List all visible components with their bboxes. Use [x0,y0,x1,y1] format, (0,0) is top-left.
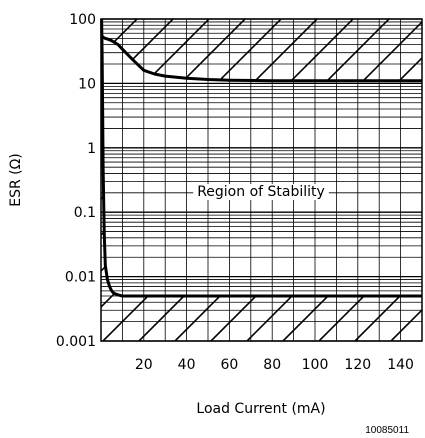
hatch-line [101,19,318,81]
x-tick-label: 100 [302,357,329,373]
y-tick-label: 1 [87,141,96,157]
hatch-unstable-high-esr [101,19,422,81]
x-tick-label: 40 [178,357,196,373]
hatch-line [174,117,422,341]
y-tick-label: 0.1 [74,205,96,221]
lower-esr-boundary-curve [100,18,422,298]
x-tick-label: 80 [263,357,281,373]
region-label-background [193,184,329,200]
hatch-line [102,19,422,81]
y-axis-title: ESR (Ω) [8,153,24,207]
y-tick-label: 10 [78,76,96,92]
hatch-line [138,19,422,81]
hatch-line [318,117,422,341]
y-tick-label: 100 [69,12,96,28]
plot-frame [100,18,423,342]
upper-esr-boundary-curve [100,34,422,83]
hatch-line [101,19,174,81]
hatch-line [210,19,422,81]
hatch-line [138,117,422,341]
hatch-line [390,117,422,341]
x-tick-label: 20 [135,357,153,373]
y-tick-labels: 0.001 0.01 0.1 1 10 100 [56,12,96,350]
x-tick-label: 140 [387,357,414,373]
y-tick-label: 0.001 [56,334,96,350]
hatch-line [210,117,422,341]
figure-reference-number: 10085011 [365,425,409,436]
x-tick-label: 60 [220,357,238,373]
x-tick-label: 120 [344,357,371,373]
x-axis-title: Load Current (mA) [196,401,325,417]
major-grid [101,18,422,342]
hatch-line [354,117,422,341]
region-of-stability-label: Region of Stability [197,184,325,200]
hatch-line [101,19,246,81]
boundary-curves [100,18,422,298]
x-tick-labels: 20 40 60 80 100 120 140 [135,357,414,373]
hatch-line [101,19,390,81]
hatch-line [354,19,422,81]
hatch-line [101,117,174,341]
hatch-line [390,19,422,81]
hatch-line [101,19,354,81]
hatch-line [174,19,422,81]
region-label-group: Region of Stability [193,184,329,200]
y-tick-label: 0.01 [65,270,96,286]
hatch-line [101,19,282,81]
minor-grid [101,19,422,341]
hatch-line [318,19,422,81]
hatch-unstable-low-esr [101,117,422,341]
